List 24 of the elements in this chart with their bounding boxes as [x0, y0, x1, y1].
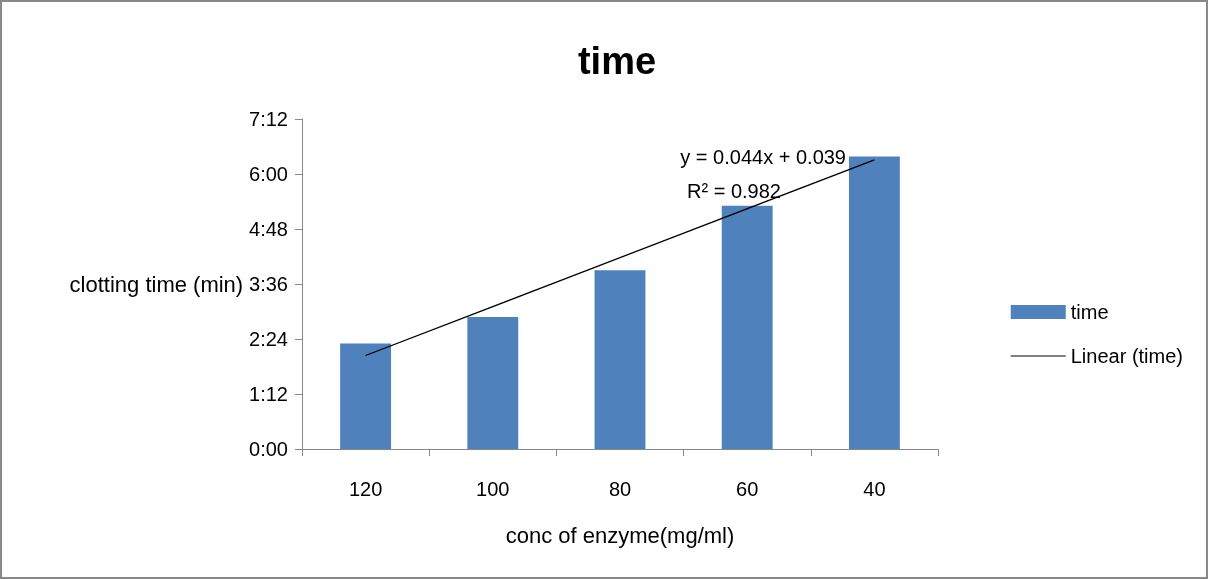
y-tick-label: 4:48: [249, 218, 288, 240]
bar: [721, 205, 773, 449]
x-tick-label: 80: [608, 478, 632, 500]
bar: [848, 156, 900, 449]
y-tick-label: 6:00: [249, 163, 288, 185]
x-tick-label: 60: [736, 478, 759, 500]
annotation: y = 0.044x + 0.039: [680, 146, 846, 168]
bar: [467, 317, 519, 449]
y-tick-label: 2:24: [249, 328, 288, 350]
y-axis-title: clotting time (min): [69, 271, 244, 297]
annotation: R² = 0.982: [687, 180, 781, 202]
x-axis-title: conc of enzyme(mg/ml): [505, 522, 735, 548]
x-tick-label: 100: [476, 478, 510, 500]
x-tick-label: 40: [863, 478, 886, 500]
bar: [594, 270, 646, 449]
y-tick-label: 1:12: [249, 383, 288, 405]
chart-title: time: [577, 40, 657, 82]
legend-label: Linear (time): [1070, 345, 1184, 367]
bar: [340, 343, 392, 449]
y-tick-label: 0:00: [249, 438, 288, 460]
y-tick-label: 7:12: [249, 108, 288, 130]
x-tick-label: 120: [348, 478, 383, 500]
y-tick-label: 3:36: [249, 273, 288, 295]
legend-label: time: [1070, 301, 1109, 323]
